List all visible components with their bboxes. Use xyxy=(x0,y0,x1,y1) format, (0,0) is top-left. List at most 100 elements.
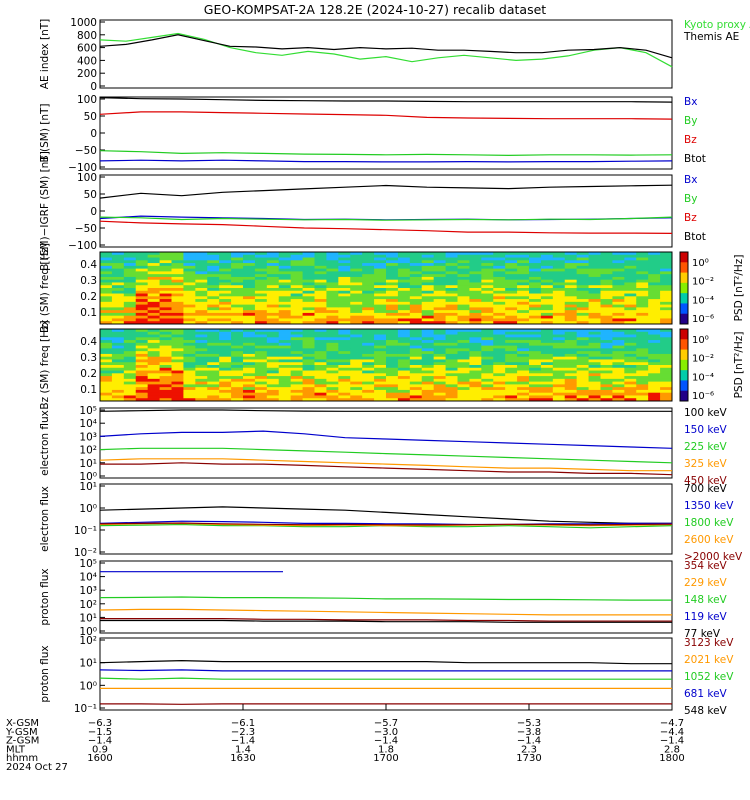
spectrogram-cell xyxy=(123,265,137,270)
spectrogram-cell xyxy=(326,362,339,366)
spectrogram-cell xyxy=(111,279,125,283)
spectrogram-cell xyxy=(576,290,589,294)
spectrogram-cell xyxy=(243,304,256,308)
spectrogram-cell xyxy=(600,340,613,344)
spectrogram-cell xyxy=(147,387,160,391)
spectrogram-cell xyxy=(100,321,113,325)
spectrogram-cell xyxy=(576,356,589,360)
spectrogram-cell xyxy=(350,356,363,360)
spectrogram-cell xyxy=(433,392,446,396)
spectrogram-cell xyxy=(600,312,613,317)
spectrogram-cell xyxy=(338,279,351,283)
spectrogram-cell xyxy=(219,254,232,258)
spectrogram-cell xyxy=(314,365,327,369)
spectrogram-cell xyxy=(397,359,411,363)
spectrogram-cell xyxy=(326,348,339,352)
spectrogram-cell xyxy=(505,304,518,308)
spectrogram-cell xyxy=(552,356,566,360)
spectrogram-cell xyxy=(564,367,578,371)
spectrogram-cell xyxy=(195,376,208,380)
spectrogram-cell xyxy=(290,304,303,308)
spectrogram-cell xyxy=(469,392,482,396)
spectrogram-cell xyxy=(326,318,339,322)
spectrogram-cell xyxy=(648,312,661,317)
spectrogram-cell xyxy=(624,254,637,258)
spectrogram-cell xyxy=(481,398,494,402)
spectrogram-cell xyxy=(517,334,530,338)
spectrogram-cell xyxy=(540,348,554,352)
spectrogram-cell xyxy=(123,376,137,380)
y-tick-label: 600 xyxy=(77,43,97,55)
spectrogram-cell xyxy=(386,373,399,377)
spectrogram-cell xyxy=(397,373,411,377)
spectrogram-cell xyxy=(433,257,446,261)
spectrogram-cell xyxy=(648,307,661,311)
spectrogram-cell xyxy=(469,252,482,256)
spectrogram-cell xyxy=(219,301,232,306)
spectrogram-cell xyxy=(576,254,589,258)
spectrogram-cell xyxy=(266,359,280,363)
spectrogram-cell xyxy=(290,279,303,283)
spectrogram-cell xyxy=(183,373,196,377)
spectrogram-cell xyxy=(326,315,339,319)
spectrogram-cell xyxy=(660,373,673,377)
spectrogram-cell xyxy=(648,263,661,267)
spectrogram-cell xyxy=(326,271,339,275)
spectrogram-cell xyxy=(505,310,518,314)
spectrogram-cell xyxy=(493,359,506,363)
spectrogram-cell xyxy=(612,329,625,333)
spectrogram-cell xyxy=(612,315,625,319)
spectrogram-cell xyxy=(493,365,506,369)
spectrogram-cell xyxy=(100,395,113,399)
spectrogram-cell xyxy=(219,365,232,369)
spectrogram-cell xyxy=(397,389,411,394)
series-line-681kev xyxy=(99,669,672,672)
spectrogram-cell xyxy=(624,296,637,300)
spectrogram-cell xyxy=(350,304,363,308)
spectrogram-cell xyxy=(111,340,125,344)
spectrogram-cell xyxy=(421,321,435,325)
panel-frame xyxy=(99,96,673,170)
spectrogram-cell xyxy=(207,318,220,322)
spectrogram-cell xyxy=(409,353,423,358)
spectrogram-cell xyxy=(648,310,661,314)
spectrogram-cell xyxy=(505,296,518,300)
spectrogram-cell xyxy=(159,254,172,258)
spectrogram-cell xyxy=(469,315,482,319)
spectrogram-cell xyxy=(540,353,554,358)
spectrogram-cell xyxy=(159,265,172,270)
spectrogram-cell xyxy=(254,268,268,272)
spectrogram-cell xyxy=(314,254,327,258)
spectrogram-cell xyxy=(290,384,303,388)
spectrogram-cell xyxy=(445,321,458,325)
spectrogram-cell xyxy=(326,285,339,289)
x-tick-value: −5.3 xyxy=(517,718,541,729)
spectrogram-cell xyxy=(552,342,566,347)
spectrogram-cell xyxy=(529,362,542,366)
spectrogram-cell xyxy=(171,362,184,366)
spectrogram-cell xyxy=(362,389,375,394)
spectrogram-cell xyxy=(207,373,220,377)
spectrogram-cell xyxy=(409,329,423,333)
spectrogram-cell xyxy=(350,384,363,388)
spectrogram-cell xyxy=(219,334,232,338)
spectrogram-cell xyxy=(505,359,518,363)
spectrogram-cell xyxy=(266,392,280,396)
spectrogram-cell xyxy=(207,351,220,355)
spectrogram-cell xyxy=(529,293,542,297)
spectrogram-cell xyxy=(231,342,244,347)
spectrogram-cell xyxy=(576,307,589,311)
spectrogram-cell xyxy=(147,334,160,338)
spectrogram-cell xyxy=(457,276,470,281)
spectrogram-cell xyxy=(266,398,280,402)
spectrogram-cell xyxy=(636,373,649,377)
spectrogram-cell xyxy=(493,381,506,385)
spectrogram-cell xyxy=(159,340,172,344)
spectrogram-cell xyxy=(231,268,244,272)
spectrogram-cell xyxy=(100,342,113,347)
spectrogram-cell xyxy=(505,260,518,264)
spectrogram-cell xyxy=(171,299,184,303)
spectrogram-cell xyxy=(505,353,518,358)
spectrogram-cell xyxy=(171,260,184,264)
